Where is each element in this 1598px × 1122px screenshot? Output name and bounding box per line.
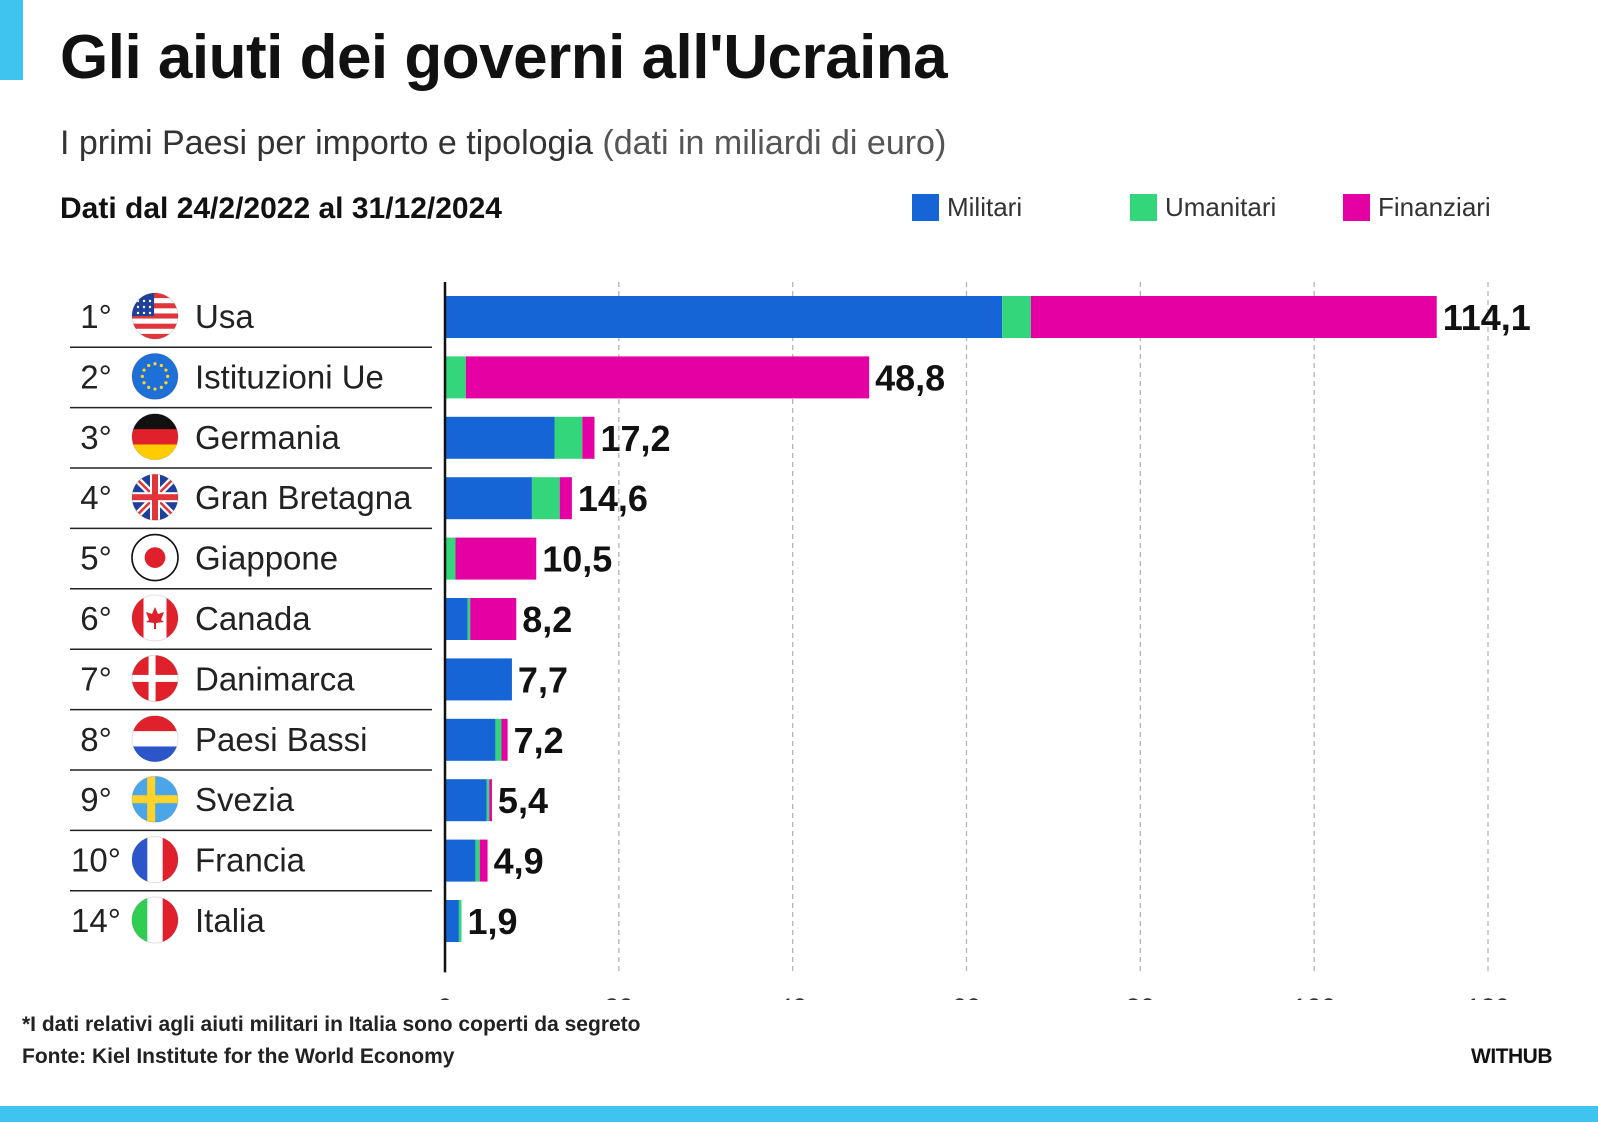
legend-item-finanziari: Finanziari [1343, 192, 1491, 222]
bar-segment-militari [445, 839, 476, 882]
legend-swatch-finanziari [1343, 193, 1370, 221]
flag-denmark-icon [131, 654, 179, 702]
x-tick-label: 40 [778, 992, 807, 1000]
bar-segment-umanitari [467, 598, 471, 640]
bar-segment-umanitari [445, 537, 456, 580]
total-value-label: 7,7 [518, 659, 568, 700]
total-value-label: 7,2 [514, 720, 564, 761]
bar-segment-militari [445, 296, 1003, 338]
bar-segment-finanziari [501, 718, 508, 761]
x-tick-label: 0 [438, 992, 452, 1000]
rank-label: 1° [80, 298, 112, 335]
total-value-label: 10,5 [542, 539, 612, 580]
legend-label-militari: Militari [947, 191, 1023, 222]
flag-uk-icon [131, 473, 179, 521]
rank-label: 10° [71, 842, 121, 879]
bar-segment-umanitari [475, 839, 480, 882]
bar-segment-finanziari [489, 779, 492, 822]
bar-segment-finanziari [1030, 296, 1437, 338]
flag-sweden-icon [131, 775, 179, 823]
bar-segment-umanitari [486, 779, 490, 822]
rank-label: 6° [80, 600, 112, 637]
x-tick-label: 60 [952, 992, 981, 1000]
legend-item-umanitari: Umanitari [1130, 192, 1276, 222]
bar-segment-finanziari [455, 537, 537, 580]
flag-eu-icon [131, 352, 179, 400]
flag-france-icon [131, 836, 179, 884]
country-label: Giappone [195, 540, 338, 577]
flag-canada-icon [131, 594, 179, 642]
country-label: Istituzioni Ue [195, 358, 384, 395]
bar-segment-finanziari [582, 416, 595, 459]
subtitle-main: I primi Paesi per importo e tipologia [60, 124, 593, 162]
total-value-label: 5,4 [498, 780, 548, 821]
country-label: Canada [195, 600, 311, 637]
bottom-accent-bar [0, 1106, 1598, 1122]
x-tick-label: 120 [1466, 992, 1509, 1000]
flag-italy-icon [131, 896, 179, 944]
country-label: Svezia [195, 781, 295, 818]
bar-segment-militari [445, 416, 555, 459]
bar-segment-umanitari [554, 416, 583, 459]
bar-segment-militari [445, 900, 459, 942]
chart-subtitle: I primi Paesi per importo e tipologia (d… [60, 124, 946, 163]
rank-label: 5° [80, 540, 112, 577]
legend-swatch-militari [912, 193, 939, 221]
total-value-label: 4,9 [494, 841, 544, 882]
source-note: Fonte: Kiel Institute for the World Econ… [22, 1045, 455, 1068]
data-period: Dati dal 24/2/2022 al 31/12/2024 [60, 192, 502, 225]
total-value-label: 1,9 [468, 901, 518, 942]
country-label: Gran Bretagna [195, 479, 412, 516]
subtitle-unit-note: (dati in miliardi di euro) [602, 124, 947, 162]
bar-segment-finanziari [559, 477, 572, 520]
legend-item-militari: Militari [912, 192, 1022, 222]
flag-netherlands-icon [131, 715, 179, 763]
rank-label: 2° [80, 358, 112, 395]
country-label: Italia [195, 902, 265, 939]
rank-label: 3° [80, 419, 112, 456]
bar-segment-finanziari [465, 356, 870, 399]
total-value-label: 8,2 [522, 599, 572, 640]
rank-label: 7° [80, 660, 112, 697]
x-tick-label: 80 [1126, 992, 1155, 1000]
footnote: *I dati relativi agli aiuti militari in … [22, 1013, 641, 1036]
bar-segment-militari [445, 658, 512, 701]
rank-label: 4° [80, 479, 112, 516]
country-label: Germania [195, 419, 341, 456]
total-value-label: 17,2 [600, 418, 670, 459]
legend-label-umanitari: Umanitari [1165, 191, 1277, 222]
bar-segment-umanitari [495, 718, 502, 761]
bar-segment-militari [445, 718, 496, 761]
bar-segment-umanitari [458, 900, 462, 942]
bar-segment-militari [445, 598, 468, 640]
x-tick-label: 20 [604, 992, 633, 1000]
flag-japan-icon [131, 533, 179, 582]
country-label: Usa [195, 298, 254, 335]
flag-usa-icon [131, 292, 179, 340]
rank-label: 8° [80, 721, 112, 758]
flag-germany-icon [131, 413, 179, 461]
total-value-label: 48,8 [875, 357, 945, 398]
stacked-bar-chart: 0 20 40 60 80 100 120 1° Usa 114,1 2° Istituzioni U… [70, 282, 1531, 1000]
bar-segment-umanitari [531, 477, 560, 520]
bar-segment-militari [445, 477, 532, 520]
country-label: Paesi Bassi [195, 721, 367, 758]
legend-swatch-umanitari [1130, 193, 1157, 221]
bar-segment-militari [445, 779, 487, 822]
accent-bar [0, 0, 23, 80]
chart-title: Gli aiuti dei governi all'Ucraina [60, 23, 948, 92]
x-tick-label: 100 [1292, 992, 1335, 1000]
rank-label: 14° [71, 902, 121, 939]
country-label: Francia [195, 842, 306, 879]
bar-segment-finanziari [470, 598, 517, 640]
bar-segment-finanziari [479, 839, 488, 882]
total-value-label: 14,6 [578, 478, 648, 519]
legend-label-finanziari: Finanziari [1378, 191, 1491, 222]
total-value-label: 114,1 [1443, 297, 1531, 338]
brand-logo: WITHUB [1471, 1045, 1552, 1068]
bar-segment-umanitari [445, 356, 466, 399]
bar-segment-umanitari [1002, 296, 1031, 338]
rank-label: 9° [80, 781, 112, 818]
country-label: Danimarca [195, 660, 355, 697]
